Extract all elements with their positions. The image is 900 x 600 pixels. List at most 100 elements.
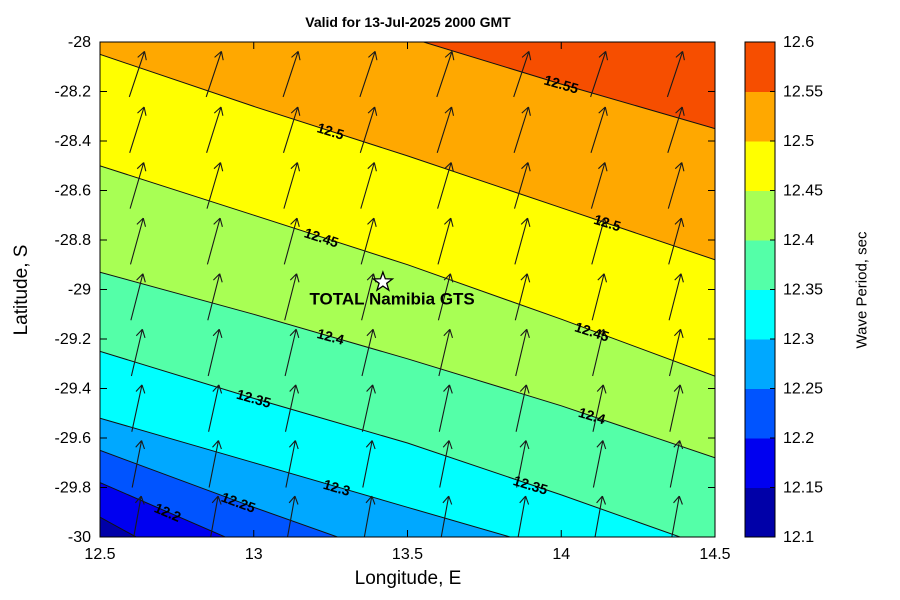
wind-arrow: [667, 106, 685, 153]
wind-arrow: [437, 273, 454, 321]
wind-arrow: [131, 384, 146, 432]
colorbar-tick-label: 12.1: [783, 529, 814, 546]
wind-arrow: [516, 440, 530, 488]
wind-arrow: [129, 106, 147, 153]
wind-arrow: [666, 50, 685, 98]
contour-label: 12.5: [315, 119, 346, 142]
colorbar-tick-label: 12.4: [783, 232, 814, 249]
wind-arrow: [282, 50, 301, 98]
wind-arrow: [206, 217, 223, 265]
contour-band: [423, 42, 715, 129]
wind-arrow: [284, 384, 300, 432]
wind-arrow: [590, 50, 609, 98]
wind-arrow: [361, 384, 376, 432]
wind-arrow: [284, 273, 300, 321]
wind-arrow: [360, 217, 377, 265]
wind-arrow: [439, 440, 453, 488]
contour-line: [100, 53, 715, 261]
wind-arrow: [282, 106, 301, 153]
colorbar-cell: [745, 240, 775, 290]
wind-arrow: [592, 440, 607, 488]
colorbar-tick-label: 12.2: [783, 430, 814, 447]
wind-arrow: [514, 217, 531, 265]
station-marker-star: [371, 270, 395, 292]
colorbar-cell: [745, 289, 775, 340]
wind-arrow: [438, 384, 453, 432]
colorbar-tick-label: 12.25: [783, 381, 823, 398]
wind-arrow: [283, 217, 300, 265]
colorbar-tick-label: 12.3: [783, 331, 814, 348]
contour-lines: [100, 42, 715, 537]
wind-arrow: [362, 440, 376, 488]
wind-arrow: [513, 162, 531, 209]
wind-arrow: [515, 384, 530, 432]
contour-line: [100, 350, 682, 537]
station-label: TOTAL Namibia GTS: [309, 289, 474, 308]
x-tick-label: 14.5: [699, 546, 730, 563]
colorbar-tick-label: 12.5: [783, 133, 814, 150]
wind-arrow: [130, 328, 146, 377]
wind-arrow: [210, 495, 222, 537]
wind-arrow: [363, 495, 376, 537]
colorbar-tick-label: 12.15: [783, 480, 823, 497]
wind-arrow: [671, 495, 683, 537]
wind-arrow: [208, 384, 223, 432]
wind-arrow: [591, 217, 608, 265]
wind-arrow: [436, 106, 455, 153]
contour-bands: [100, 42, 715, 537]
wind-arrow: [440, 495, 453, 537]
wind-arrow: [359, 106, 378, 153]
y-tick-label: -29.8: [55, 480, 92, 497]
wind-arrow: [438, 328, 454, 377]
axis-ticks: [99, 41, 716, 538]
contour-label: 12.4: [577, 404, 608, 427]
contour-line: [421, 42, 715, 130]
wind-arrow: [206, 106, 224, 153]
wind-arrow: [592, 384, 607, 432]
contour-line: [100, 165, 715, 377]
wind-arrow: [205, 50, 224, 98]
colorbar-tick-label: 12.45: [783, 183, 823, 200]
colorbar-tick-label: 12.6: [783, 34, 814, 51]
wind-arrow: [286, 495, 299, 537]
wind-arrow: [129, 162, 147, 209]
wind-arrow: [590, 106, 608, 153]
contour-band: [100, 42, 715, 260]
wind-arrow: [668, 328, 684, 377]
colorbar-cell: [745, 339, 775, 389]
wind-arrow: [207, 328, 223, 377]
contour-label: 12.3: [321, 476, 352, 499]
wind-arrow: [206, 162, 224, 209]
y-tick-label: -28: [68, 34, 91, 51]
wind-arrow: [131, 440, 146, 488]
wind-arrow: [590, 162, 608, 209]
wind-arrow: [591, 273, 608, 321]
colorbar-cell: [745, 190, 775, 241]
colorbar-cell: [745, 438, 775, 488]
wind-arrow: [133, 495, 145, 537]
wind-arrow: [436, 50, 455, 98]
y-tick-label: -28.4: [55, 133, 92, 150]
wind-arrow: [285, 440, 299, 488]
colorbar-tick-label: 12.55: [783, 84, 823, 101]
y-tick-label: -29.4: [55, 381, 92, 398]
wind-arrow: [437, 162, 454, 209]
colorbar-tick-label: 12.35: [783, 282, 823, 299]
colorbar-cell: [745, 91, 775, 142]
y-tick-label: -28.2: [55, 84, 92, 101]
chart-title: Valid for 13-Jul-2025 2000 GMT: [305, 14, 511, 30]
wind-arrows: [128, 50, 685, 537]
colorbar-cell: [745, 487, 775, 538]
wind-arrow: [513, 106, 531, 153]
y-tick-label: -28.8: [55, 232, 92, 249]
wind-arrow: [668, 273, 684, 321]
wind-arrow: [669, 384, 684, 432]
x-axis-label: Longitude, E: [354, 568, 462, 589]
wind-arrow: [284, 328, 300, 377]
wind-arrow: [128, 50, 147, 98]
wind-arrow: [130, 273, 146, 321]
colorbar-cell: [745, 388, 775, 439]
colorbar-cell: [745, 141, 775, 191]
